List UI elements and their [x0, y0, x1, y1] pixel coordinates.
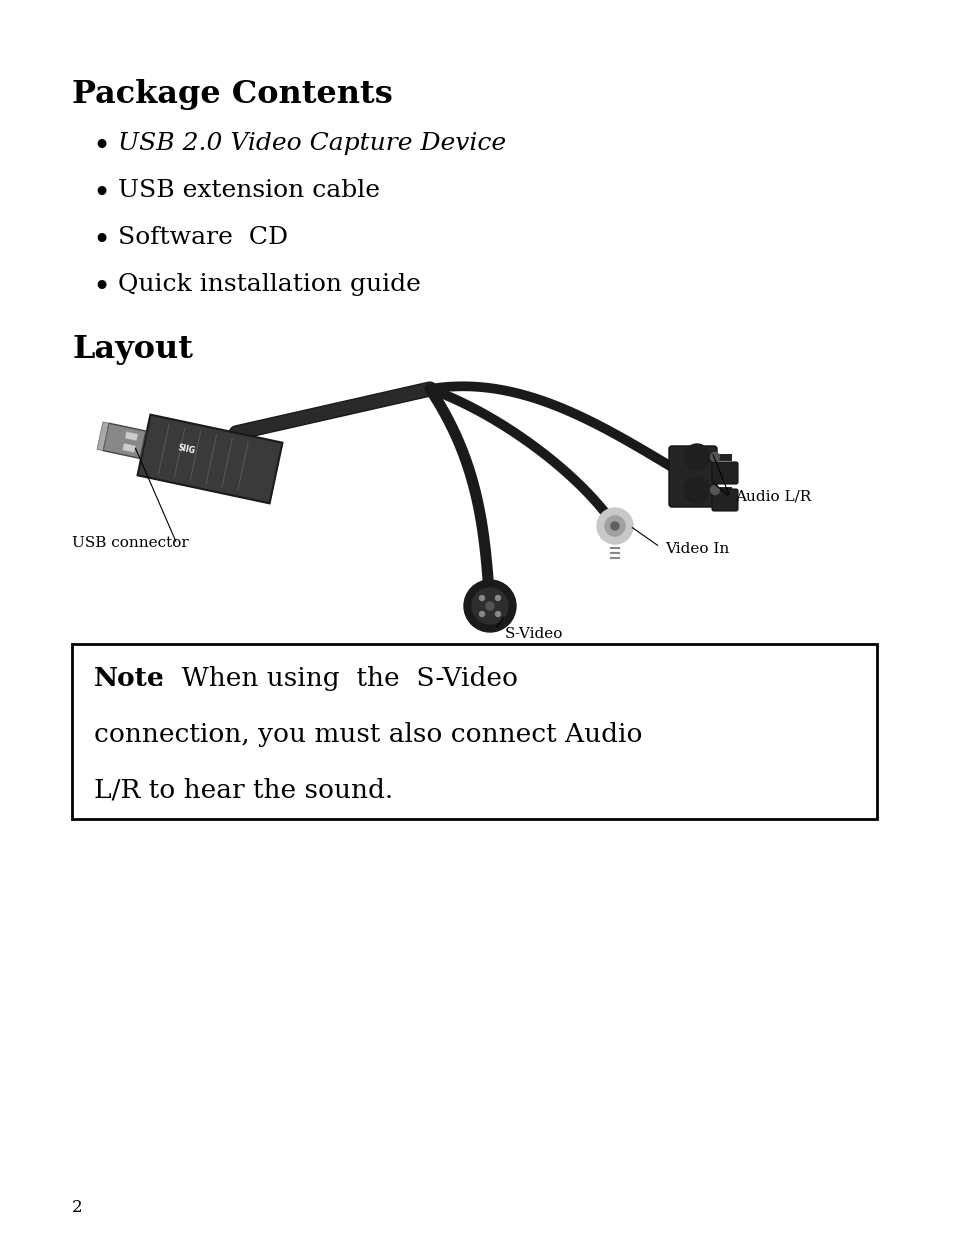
Text: connection, you must also connect Audio: connection, you must also connect Audio [94, 722, 641, 746]
Text: Package Contents: Package Contents [71, 80, 393, 109]
FancyBboxPatch shape [711, 462, 738, 484]
Circle shape [472, 588, 507, 624]
Text: L/R to hear the sound.: L/R to hear the sound. [94, 778, 393, 802]
Circle shape [479, 596, 484, 601]
Text: Layout: Layout [71, 333, 193, 364]
Circle shape [495, 596, 500, 601]
Text: USB extension cable: USB extension cable [118, 179, 379, 202]
Text: Software  CD: Software CD [118, 226, 288, 249]
Text: •: • [91, 226, 110, 258]
Circle shape [479, 612, 484, 617]
Circle shape [683, 476, 709, 503]
Polygon shape [137, 414, 282, 504]
Text: 2: 2 [71, 1199, 83, 1215]
Polygon shape [103, 423, 146, 459]
Text: USB 2.0 Video Capture Device: USB 2.0 Video Capture Device [118, 132, 506, 156]
Circle shape [683, 444, 709, 470]
Text: Quick installation guide: Quick installation guide [118, 272, 420, 296]
Circle shape [610, 522, 618, 530]
Text: Note: Note [94, 666, 165, 690]
Text: S-Video: S-Video [504, 627, 563, 641]
Circle shape [463, 580, 516, 632]
Text: •: • [91, 132, 110, 163]
Circle shape [597, 508, 633, 544]
Text: SIIG: SIIG [177, 443, 195, 455]
Text: •: • [91, 272, 110, 304]
Text: USB connector: USB connector [71, 536, 189, 550]
Circle shape [710, 485, 719, 495]
Polygon shape [122, 443, 135, 453]
Circle shape [710, 453, 719, 462]
Text: :  When using  the  S-Video: : When using the S-Video [156, 666, 517, 690]
Text: Video In: Video In [664, 542, 728, 556]
Polygon shape [97, 422, 109, 450]
Text: Audio L/R: Audio L/R [734, 489, 810, 503]
Circle shape [495, 612, 500, 617]
Polygon shape [125, 432, 138, 440]
FancyBboxPatch shape [711, 489, 738, 511]
FancyBboxPatch shape [71, 644, 876, 819]
Text: •: • [91, 179, 110, 210]
Circle shape [485, 602, 494, 610]
Circle shape [604, 516, 624, 536]
FancyBboxPatch shape [668, 447, 717, 508]
Text: Figure 1:   Layout: Figure 1: Layout [387, 692, 566, 710]
